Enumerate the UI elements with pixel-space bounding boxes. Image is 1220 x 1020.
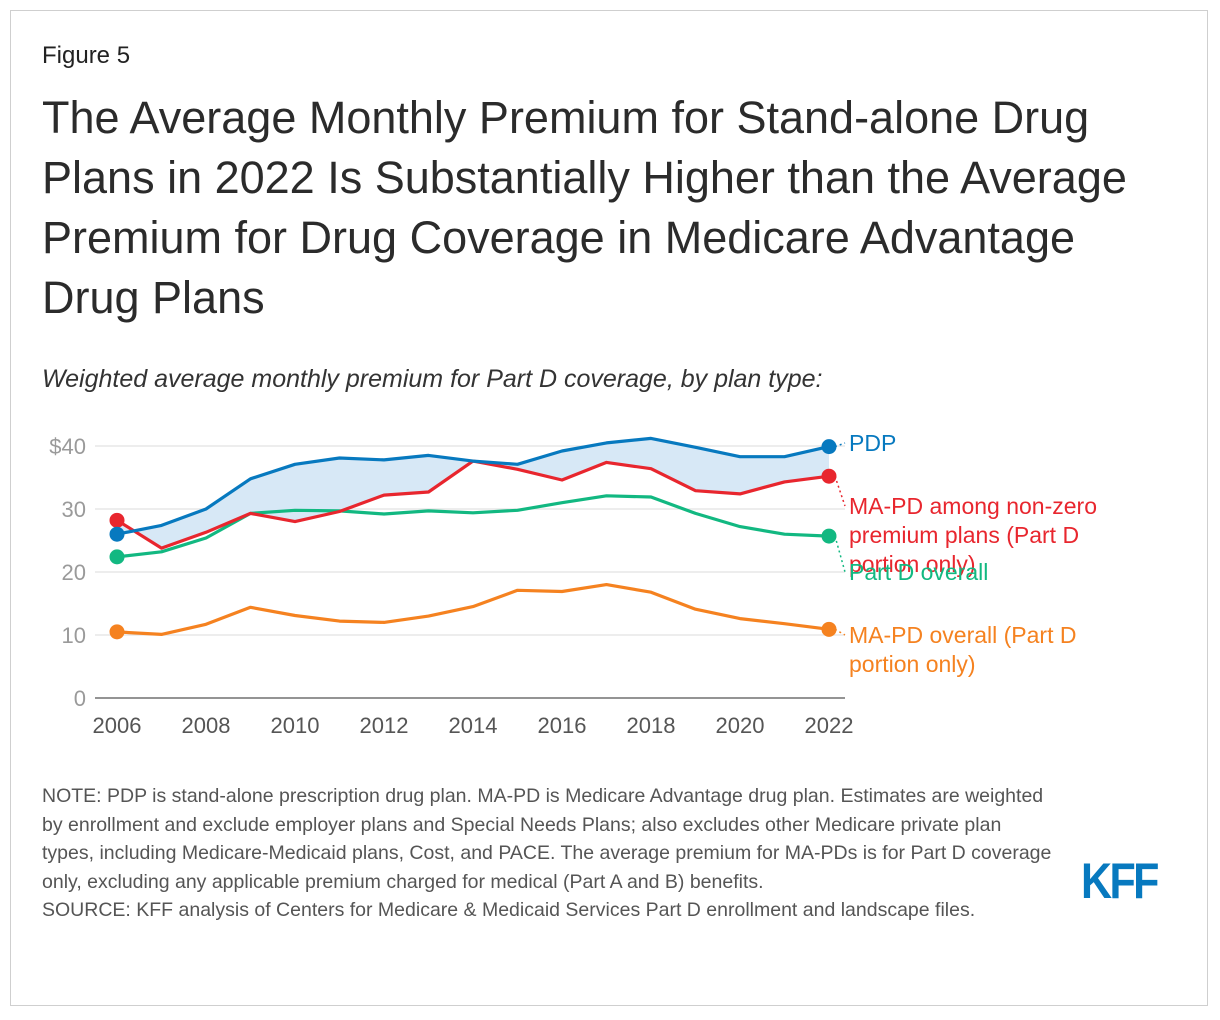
chart-title: The Average Monthly Premium for Stand-al… [42, 92, 1127, 323]
data-point [821, 468, 837, 484]
x-tick-label: 2012 [360, 713, 409, 738]
kff-logo: KFF [1081, 853, 1159, 909]
note-text: NOTE: PDP is stand-alone prescription dr… [42, 785, 1052, 893]
source-text: SOURCE: KFF analysis of Centers for Medi… [42, 899, 976, 921]
label-leader [834, 628, 846, 636]
chart-subtitle: Weighted average monthly premium for Par… [42, 365, 823, 393]
data-point [821, 621, 837, 637]
series-label: PDP [849, 430, 896, 456]
y-tick-label: 0 [74, 686, 86, 711]
x-tick-label: 2008 [182, 713, 231, 738]
data-point [109, 526, 125, 542]
x-tick-label: 2006 [93, 713, 142, 738]
series-label: Part D overall [849, 559, 988, 585]
label-leader [834, 442, 846, 448]
x-tick-label: 2014 [449, 713, 498, 738]
x-tick-label: 2010 [271, 713, 320, 738]
series-line [115, 494, 831, 559]
data-point [109, 512, 125, 528]
series-label: MA-PD among non-zero premium plans (Part … [849, 493, 1097, 577]
data-point [109, 624, 125, 640]
y-tick-label: 10 [62, 623, 86, 648]
y-tick-label: 20 [62, 560, 86, 585]
y-tick-label: $40 [49, 434, 86, 459]
series-line [115, 582, 831, 637]
x-tick-label: 2018 [627, 713, 676, 738]
x-tick-label: 2022 [805, 713, 854, 738]
data-point [821, 528, 837, 544]
x-tick-label: 2016 [538, 713, 587, 738]
x-tick-label: 2020 [716, 713, 765, 738]
data-point [109, 549, 125, 565]
label-leader [834, 476, 846, 507]
notes-block: NOTE: PDP is stand-alone prescription dr… [42, 782, 1052, 925]
figure-label: Figure 5 [42, 42, 131, 69]
y-tick-label: 30 [62, 497, 86, 522]
series-line [115, 436, 831, 536]
data-point [821, 439, 837, 455]
label-leader [834, 535, 846, 573]
